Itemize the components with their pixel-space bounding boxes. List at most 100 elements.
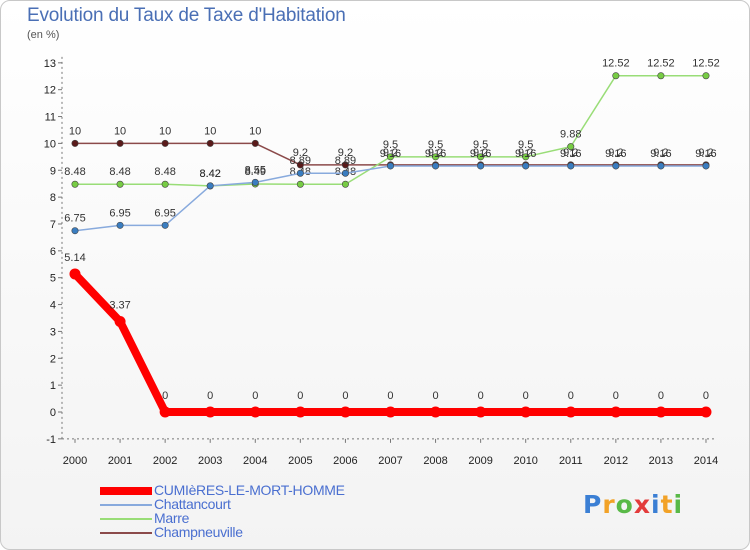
y-tick-label: 12 — [44, 85, 56, 97]
data-point-chattancourt — [477, 162, 485, 170]
data-point-marre — [702, 72, 710, 80]
data-label-champneuville: 9.2 — [653, 147, 668, 159]
data-point-champneuville — [206, 139, 214, 147]
x-tick-label: 2004 — [243, 455, 267, 467]
data-label-cumi-res-le-mort-homme: 0 — [207, 390, 213, 402]
data-point-champneuville — [296, 161, 304, 169]
data-label-marre: 9.5 — [428, 139, 443, 151]
data-point-chattancourt — [567, 162, 575, 170]
x-tick-label: 2003 — [198, 455, 222, 467]
data-point-marre — [116, 180, 124, 188]
data-label-champneuville: 9.2 — [608, 147, 623, 159]
data-point-marre — [612, 72, 620, 80]
legend-label-champneuville: Champneuville — [154, 524, 243, 540]
legend-label-cumieres: CUMIèRES-LE-MORT-HOMME — [154, 482, 345, 498]
data-label-marre: 8.48 — [109, 166, 130, 178]
data-point-champneuville — [161, 139, 169, 147]
data-point-marre — [567, 143, 575, 151]
data-label-marre: 12.52 — [602, 58, 630, 70]
data-label-marre: 9.5 — [473, 139, 488, 151]
data-point-cumi-res-le-mort-homme — [565, 406, 577, 418]
proxiti-logo: Proxiti — [583, 490, 683, 519]
data-point-chattancourt — [71, 227, 79, 235]
data-point-cumi-res-le-mort-homme — [384, 406, 396, 418]
data-label-cumi-res-le-mort-homme: 0 — [568, 390, 574, 402]
data-label-marre: 9.88 — [560, 129, 581, 141]
data-point-marre — [477, 153, 485, 161]
x-tick-label: 2012 — [604, 455, 628, 467]
data-label-champneuville: 9.2 — [428, 147, 443, 159]
data-point-chattancourt — [251, 178, 259, 186]
data-label-marre: 8.48 — [64, 166, 85, 178]
data-label-cumi-res-le-mort-homme: 0 — [432, 390, 438, 402]
x-tick-label: 2005 — [288, 455, 312, 467]
data-point-cumi-res-le-mort-homme — [475, 406, 487, 418]
y-tick-label: 7 — [50, 219, 56, 231]
data-point-marre — [296, 180, 304, 188]
data-label-marre: 12.52 — [647, 58, 675, 70]
y-tick-label: 4 — [50, 300, 56, 312]
data-label-marre: 9.5 — [518, 139, 533, 151]
data-label-chattancourt: 8.89 — [290, 155, 311, 167]
chart-unit: (en %) — [27, 29, 60, 41]
data-label-chattancourt: 9.16 — [650, 148, 671, 160]
data-label-champneuville: 10 — [249, 125, 261, 137]
x-tick-label: 2009 — [468, 455, 492, 467]
y-tick-label: 1 — [50, 380, 56, 392]
data-label-chattancourt: 9.16 — [560, 148, 581, 160]
logo-letter: r — [602, 490, 616, 519]
data-label-cumi-res-le-mort-homme: 0 — [478, 390, 484, 402]
data-label-chattancourt: 9.16 — [605, 148, 626, 160]
legend-swatch-marre — [100, 518, 152, 520]
data-point-cumi-res-le-mort-homme — [159, 406, 171, 418]
data-label-cumi-res-le-mort-homme: 0 — [703, 390, 709, 402]
data-point-marre — [432, 153, 440, 161]
y-tick-label: -1 — [46, 434, 56, 446]
data-label-marre: 9.5 — [383, 139, 398, 151]
data-label-cumi-res-le-mort-homme: 0 — [162, 390, 168, 402]
data-point-chattancourt — [296, 169, 304, 177]
x-tick-label: 2006 — [333, 455, 357, 467]
data-point-cumi-res-le-mort-homme — [294, 406, 306, 418]
data-point-cumi-res-le-mort-homme — [69, 268, 81, 280]
x-tick-label: 2014 — [694, 455, 718, 467]
data-point-chattancourt — [161, 221, 169, 229]
y-tick-label: 9 — [50, 165, 56, 177]
data-label-champneuville: 9.2 — [563, 147, 578, 159]
data-point-chattancourt — [702, 162, 710, 170]
data-point-chattancourt — [116, 221, 124, 229]
data-label-chattancourt: 8.42 — [199, 168, 220, 180]
data-label-cumi-res-le-mort-homme: 0 — [297, 390, 303, 402]
data-label-chattancourt: 6.75 — [64, 213, 85, 225]
y-tick-label: 0 — [50, 407, 56, 419]
logo-letter: t — [660, 490, 674, 519]
y-tick-label: 13 — [44, 58, 56, 70]
data-point-cumi-res-le-mort-homme — [339, 406, 351, 418]
x-tick-label: 2007 — [378, 455, 402, 467]
x-tick-label: 2011 — [559, 455, 583, 467]
data-label-marre: 8.48 — [154, 166, 175, 178]
logo-letter: P — [583, 490, 603, 519]
data-label-cumi-res-le-mort-homme: 0 — [523, 390, 529, 402]
data-label-marre: 8.49 — [245, 166, 266, 178]
data-point-chattancourt — [341, 169, 349, 177]
data-point-champneuville — [251, 139, 259, 147]
data-label-chattancourt: 9.16 — [425, 148, 446, 160]
data-point-cumi-res-le-mort-homme — [430, 406, 442, 418]
data-label-champneuville: 9.2 — [338, 147, 353, 159]
data-point-cumi-res-le-mort-homme — [249, 406, 261, 418]
logo-letter: i — [651, 490, 661, 519]
data-point-cumi-res-le-mort-homme — [700, 406, 712, 418]
data-point-marre — [657, 72, 665, 80]
logo-letter: i — [673, 490, 684, 519]
data-label-chattancourt: 9.16 — [470, 148, 491, 160]
legend-swatch-chattancourt — [100, 504, 152, 506]
data-label-cumi-res-le-mort-homme: 0 — [387, 390, 393, 402]
data-label-marre: 8.42 — [199, 168, 220, 180]
data-point-cumi-res-le-mort-homme — [520, 406, 532, 418]
chart-title: Evolution du Taux de Taxe d'Habitation — [27, 5, 346, 26]
data-label-champneuville: 10 — [114, 125, 126, 137]
data-label-cumi-res-le-mort-homme: 5.14 — [64, 252, 85, 264]
